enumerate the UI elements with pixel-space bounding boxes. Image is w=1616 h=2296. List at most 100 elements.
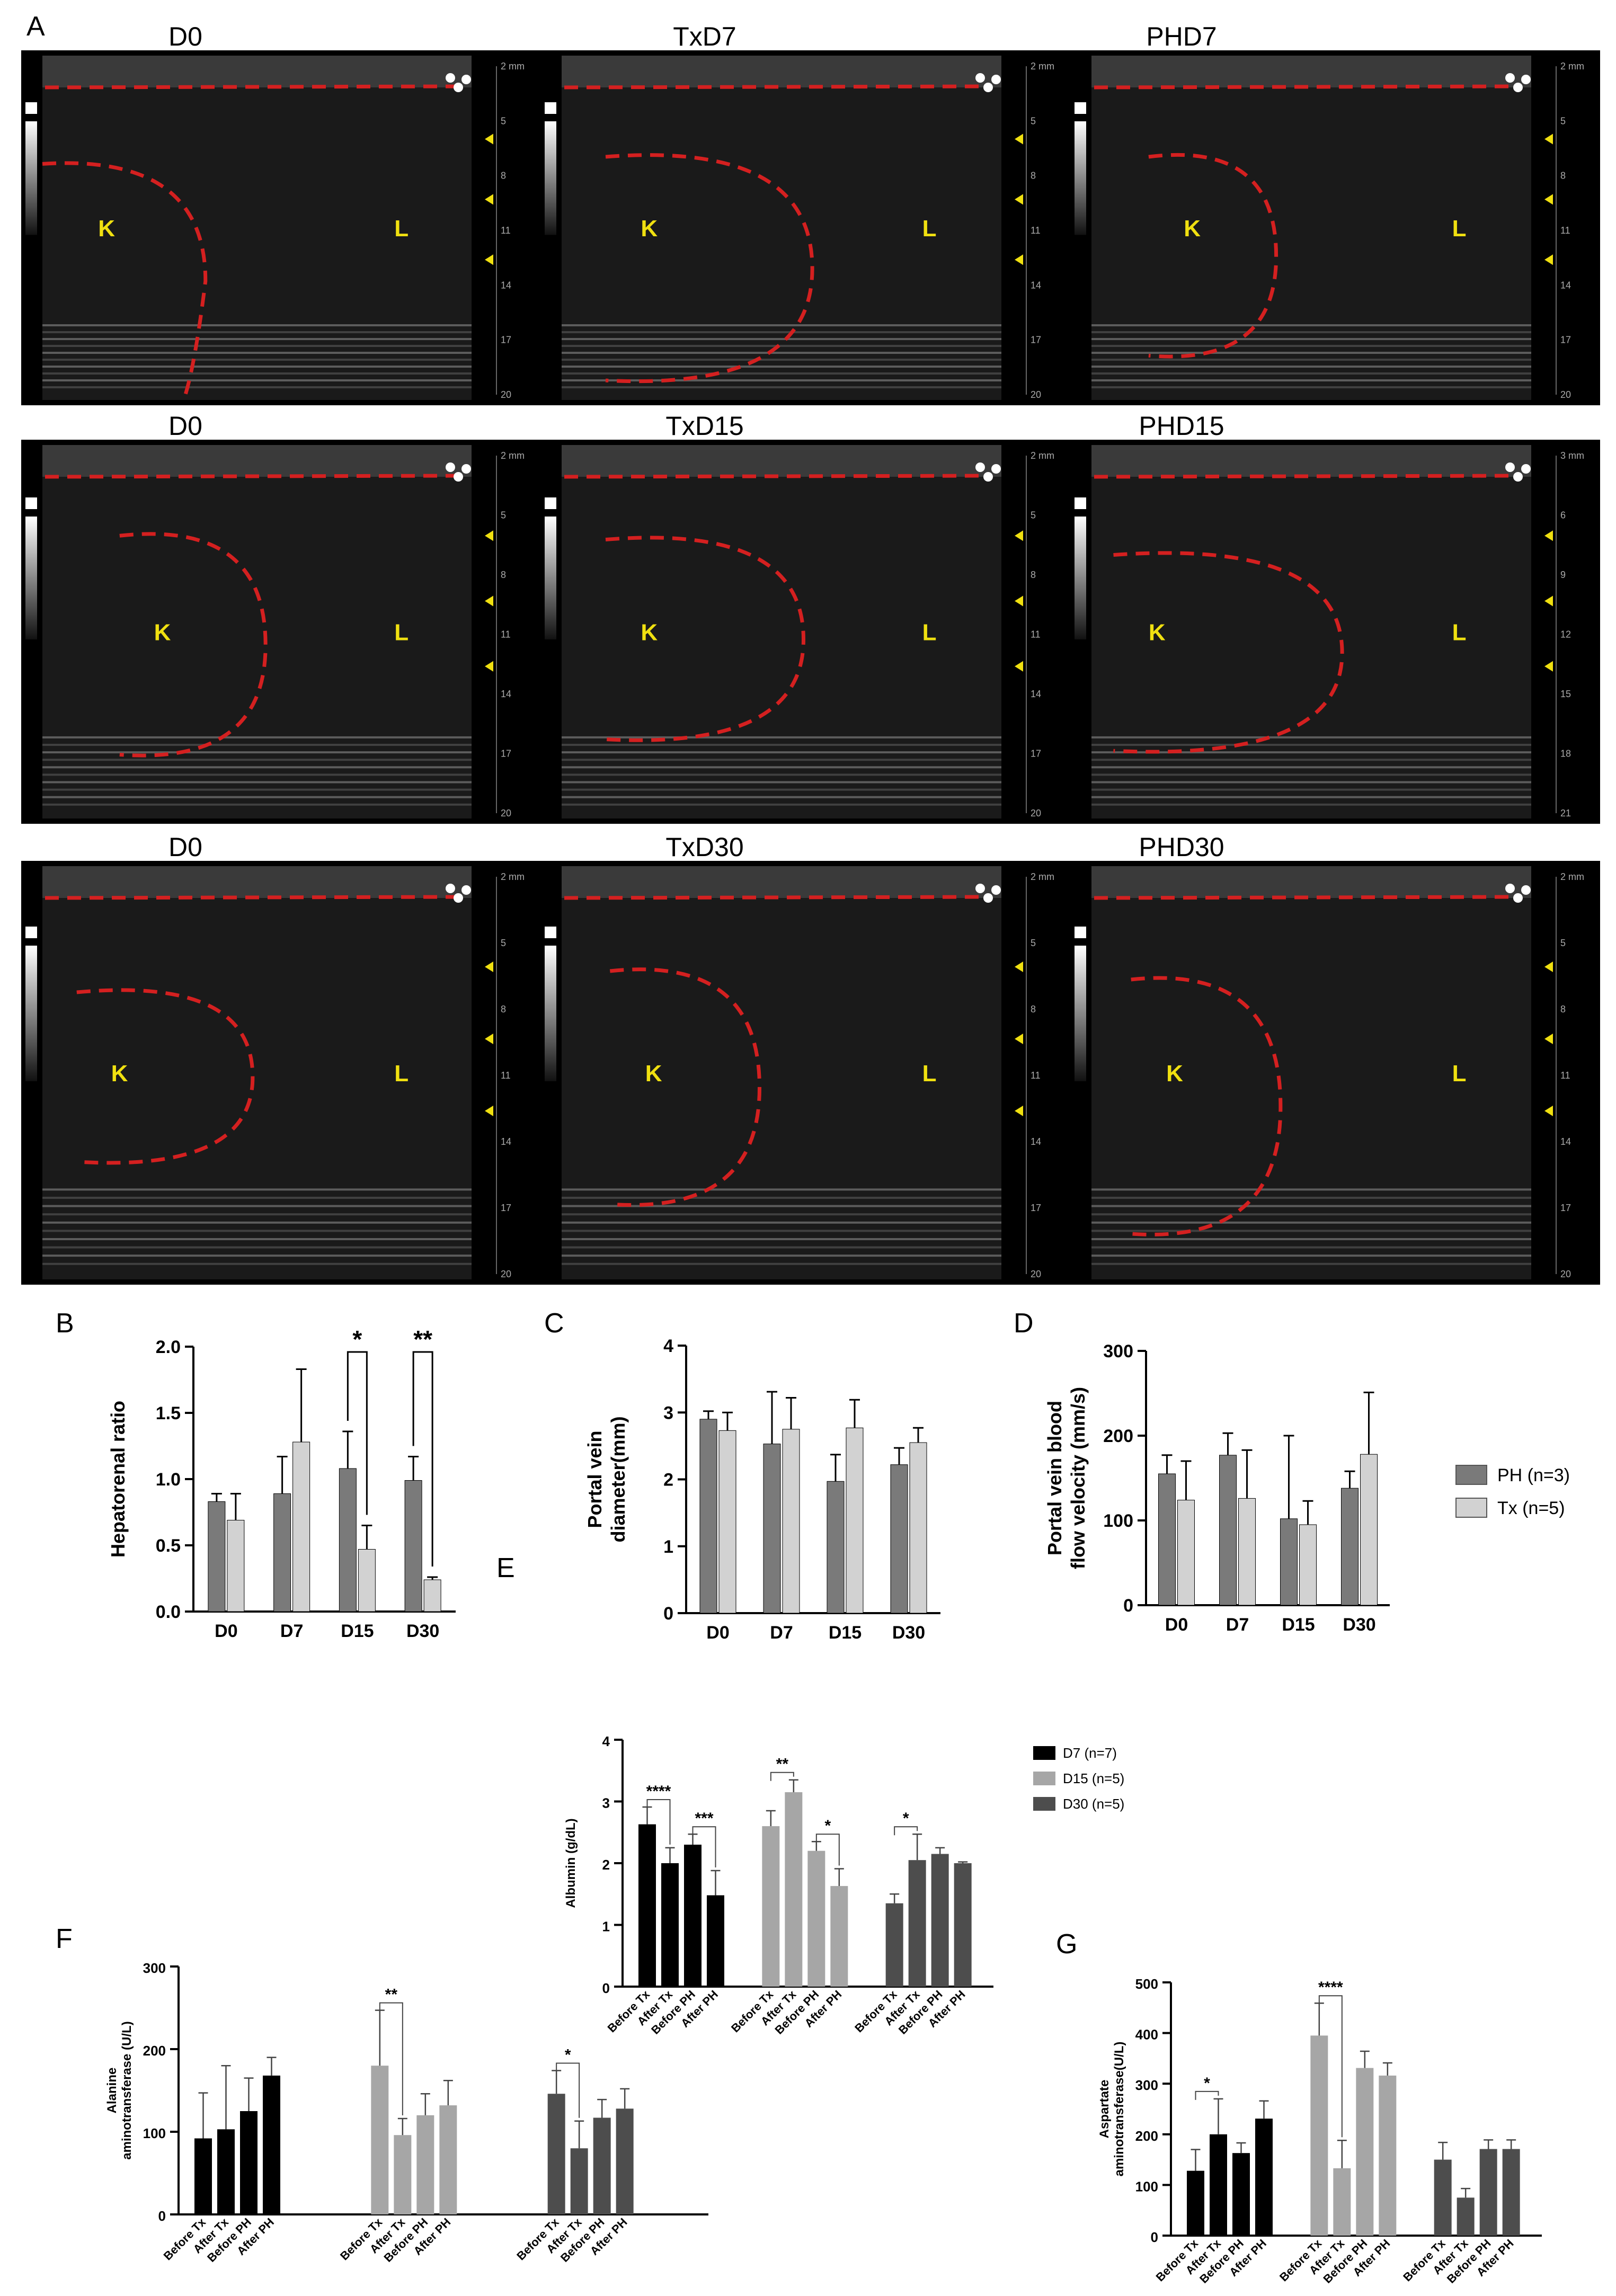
focus-marker: [1015, 194, 1023, 205]
y-tick-label: 2: [663, 1470, 673, 1490]
focus-marker: [1544, 254, 1553, 265]
liver-label: L: [394, 620, 409, 646]
bar: [1434, 2159, 1452, 2236]
significance-label: **: [413, 1325, 432, 1353]
kidney-outline: [1113, 551, 1344, 754]
depth-tick-label: 20: [1031, 808, 1041, 818]
significance-bracket: [1318, 1995, 1343, 2138]
depth-tick-label: 14: [1031, 280, 1041, 290]
bar: [358, 1549, 376, 1612]
surface-outline: [564, 84, 991, 90]
focus-marker: [1015, 595, 1023, 607]
bar: [762, 1826, 780, 1987]
kidney-outline: [609, 967, 762, 1207]
y-tick-label: 100: [143, 2125, 166, 2141]
bar: [909, 1442, 927, 1614]
panel-d-letter: D: [1014, 1308, 1034, 1339]
bar: [1479, 2149, 1497, 2236]
kidney-label: K: [154, 620, 171, 646]
ultrasound-title-r3-c3: PHD30: [1139, 832, 1224, 862]
kidney-outline: [119, 532, 268, 758]
liver-label: L: [1452, 1061, 1467, 1087]
kidney-label: K: [111, 1061, 128, 1087]
depth-tick-label: 18: [1560, 749, 1571, 759]
surface-outline: [1094, 84, 1521, 90]
y-axis-label: Aspartate: [1097, 2080, 1112, 2139]
significance-bracket: [646, 1799, 671, 1845]
grayscale-bar: [1075, 946, 1086, 1081]
bar: [885, 1903, 903, 1987]
focus-marker: [1015, 530, 1023, 541]
depth-tick-label: 2 mm: [1031, 450, 1054, 461]
kidney-outline: [1131, 976, 1283, 1236]
depth-tick-label: 11: [1031, 1070, 1041, 1081]
bar: [616, 2108, 634, 2214]
x-tick-label: D7: [770, 1623, 793, 1643]
kidney-label: K: [645, 1061, 662, 1087]
bar: [1280, 1518, 1298, 1606]
depth-tick-label: 5: [1031, 938, 1036, 948]
focus-marker: [485, 254, 493, 265]
focus-marker: [485, 1106, 493, 1116]
depth-tick-label: 20: [1031, 389, 1041, 400]
depth-tick-label: 17: [1560, 335, 1571, 345]
depth-tick-label: 9: [1560, 569, 1566, 580]
depth-tick-label: 17: [1031, 1203, 1041, 1213]
bar: [830, 1886, 848, 1987]
bar: [1232, 2153, 1250, 2236]
significance-label: *: [1204, 2075, 1210, 2092]
legend-label: PH (n=3): [1497, 1465, 1570, 1485]
legend-label: D15 (n=5): [1063, 1770, 1124, 1786]
x-tick-label: D0: [1165, 1615, 1188, 1635]
depth-tick-label: 17: [1031, 335, 1041, 345]
focus-marker: [485, 962, 493, 972]
y-tick-label: 400: [1135, 2027, 1158, 2043]
bar: [1187, 2170, 1204, 2236]
y-tick-label: 0: [158, 2208, 166, 2224]
depth-tick-label: 12: [1560, 629, 1571, 640]
focus-marker: [1015, 1034, 1023, 1044]
depth-tick-label: 3 mm: [1560, 450, 1584, 461]
surface-outline: [45, 474, 461, 479]
bar: [684, 1845, 702, 1987]
legend-label: D30 (n=5): [1063, 1796, 1124, 1812]
kidney-label: K: [1149, 620, 1166, 646]
ultrasound-image-r2-c2: K L 2 mm 5 8 11 14 17 20: [545, 445, 1054, 818]
ultrasound-image-r3-c2: K L 2 mm 5 8 11 14 17 20: [545, 866, 1054, 1279]
bar: [661, 1863, 679, 1987]
grayscale-bar: [25, 517, 37, 639]
depth-tick-label: 8: [1031, 1004, 1036, 1014]
probe-orientation-icon: [1505, 462, 1531, 482]
depth-tick-label: 8: [501, 171, 506, 181]
bar: [763, 1444, 781, 1614]
y-tick-label: 1.0: [156, 1470, 181, 1490]
y-tick-label: 500: [1135, 1976, 1158, 1992]
significance-bracket: [556, 2062, 580, 2118]
grayscale-bar: [1075, 517, 1086, 639]
kidney-label: K: [641, 216, 658, 242]
kidney-label: K: [1166, 1061, 1183, 1087]
kidney-outline: [76, 988, 255, 1165]
depth-tick-label: 20: [501, 1269, 511, 1279]
bar: [416, 2115, 434, 2214]
bar: [273, 1493, 291, 1612]
bar: [1177, 1500, 1195, 1606]
liver-label: L: [394, 216, 409, 242]
kidney-outline: [605, 153, 814, 384]
grayscale-bar: [25, 121, 37, 235]
ultrasound-image-r3-c3: K L 2 mm 5 8 11 14 17 20: [1075, 866, 1584, 1279]
depth-tick-label: 14: [1031, 1136, 1041, 1147]
ultrasound-title-r2-c2: TxD15: [665, 411, 744, 441]
kidney-label: K: [641, 620, 658, 646]
bar: [908, 1860, 926, 1987]
depth-tick-label: 11: [1560, 225, 1570, 236]
surface-outline: [45, 895, 461, 900]
significance-label: ****: [1318, 1979, 1343, 1996]
depth-tick-label: 14: [501, 1136, 511, 1147]
focus-marker: [485, 194, 493, 205]
x-tick-label: D0: [215, 1621, 237, 1641]
depth-tick-label: 8: [501, 569, 506, 580]
panel-b-letter: B: [56, 1308, 74, 1339]
bar: [785, 1792, 803, 1987]
depth-tick-label: 14: [1560, 1136, 1571, 1147]
